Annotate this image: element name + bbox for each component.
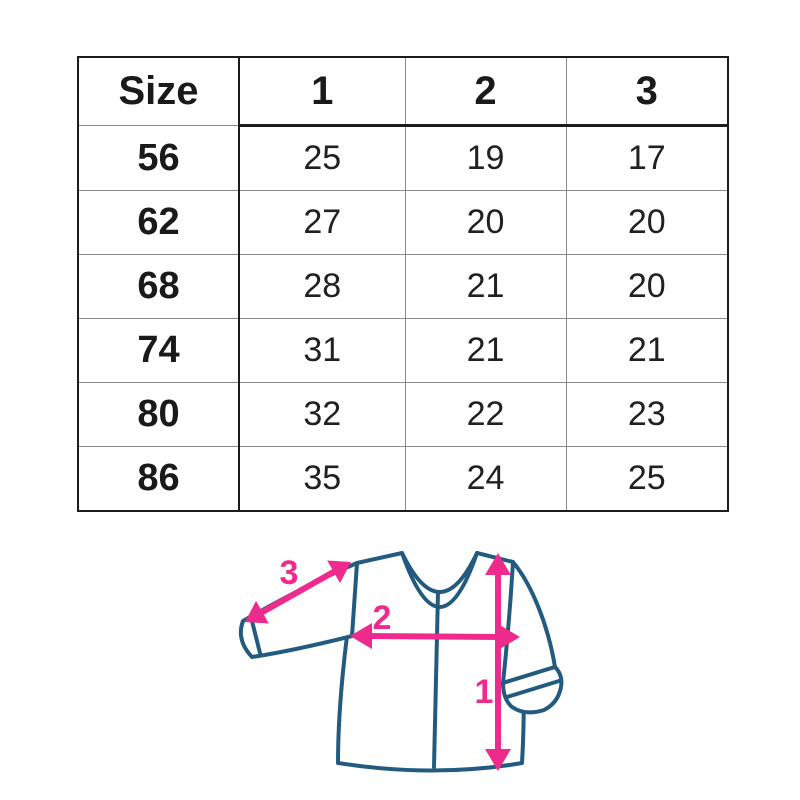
- value-cell: 21: [565, 318, 729, 383]
- measure-arrow-2: [367, 633, 503, 640]
- value-cell: 31: [238, 318, 406, 383]
- table-row: 56 25 19 17: [77, 125, 729, 191]
- col-header-1: 1: [238, 56, 406, 127]
- size-cell: 74: [77, 318, 240, 383]
- measure-label-1: 1: [475, 673, 494, 711]
- value-cell: 17: [565, 125, 729, 191]
- arrow-2-head-left: [350, 623, 372, 649]
- value-cell: 23: [565, 382, 729, 447]
- value-cell: 28: [238, 254, 406, 319]
- table-row: 86 35 24 25: [77, 446, 729, 512]
- col-header-3: 3: [565, 56, 729, 127]
- size-cell: 80: [77, 382, 240, 447]
- value-cell: 21: [404, 254, 567, 319]
- shirt-right-sleeve: [501, 560, 557, 685]
- header-row: Size 1 2 3: [77, 56, 729, 127]
- value-cell: 25: [565, 446, 729, 512]
- table-row: 62 27 20 20: [77, 190, 729, 255]
- measure-label-3: 3: [280, 554, 299, 592]
- shirt-body: [336, 551, 526, 773]
- table-row: 74 31 21 21: [77, 318, 729, 383]
- value-cell: 22: [404, 382, 567, 447]
- col-header-2: 2: [404, 56, 567, 127]
- size-cell: 62: [77, 190, 240, 255]
- arrow-1-head-bottom: [485, 749, 511, 771]
- value-cell: 20: [404, 190, 567, 255]
- value-cell: 20: [565, 190, 729, 255]
- table-row: 80 32 22 23: [77, 382, 729, 447]
- arrow-3-head-upper: [327, 560, 351, 584]
- value-cell: 19: [404, 125, 567, 191]
- table-row: 68 28 21 20: [77, 254, 729, 319]
- col-header-size: Size: [77, 56, 240, 126]
- size-table: Size 1 2 3 56 25 19 17 62 27 20 20 68 28…: [77, 56, 729, 512]
- value-cell: 21: [404, 318, 567, 383]
- size-cell: 56: [77, 125, 240, 191]
- size-cell: 68: [77, 254, 240, 319]
- shirt-right-cuff-band: [505, 679, 561, 699]
- value-cell: 35: [238, 446, 406, 512]
- measure-label-2: 2: [373, 599, 392, 637]
- shirt-center-front-line: [432, 590, 440, 769]
- measure-arrow-3: [257, 567, 339, 617]
- value-cell: 25: [238, 125, 406, 191]
- size-cell: 86: [77, 446, 240, 512]
- value-cell: 32: [238, 382, 406, 447]
- arrow-1-head-top: [485, 553, 511, 575]
- arrow-3-head-lower: [245, 600, 269, 624]
- value-cell: 20: [565, 254, 729, 319]
- arrow-2-head-right: [498, 624, 520, 650]
- shirt-left-cuff-band: [249, 615, 262, 655]
- value-cell: 27: [238, 190, 406, 255]
- value-cell: 24: [404, 446, 567, 512]
- shirt-collar-band: [400, 551, 479, 609]
- shirt-measurement-diagram: 1 2 3: [238, 551, 564, 773]
